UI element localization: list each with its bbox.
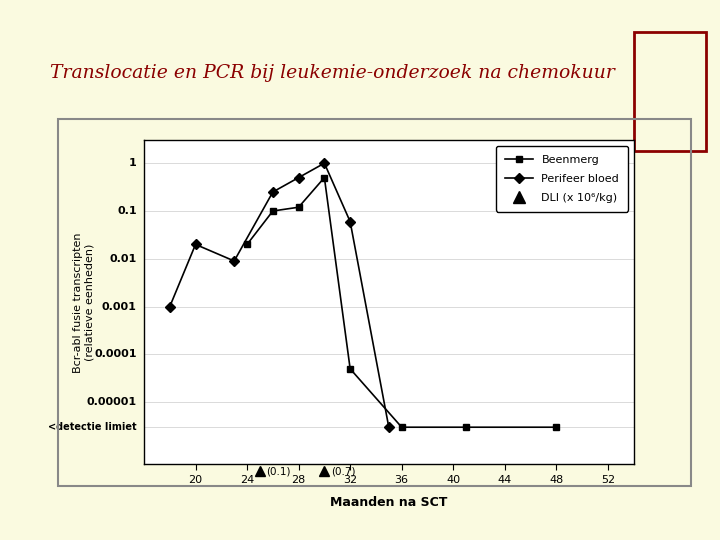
Text: 0.00001: 0.00001 [86,397,137,407]
Beenmerg [552,424,561,430]
Text: (0.1): (0.1) [266,466,291,476]
Line: Perifeer bloed: Perifeer bloed [166,160,392,431]
Perifeer bloed [384,424,393,430]
Text: 0.1: 0.1 [117,206,137,216]
Text: 0.01: 0.01 [109,254,137,264]
Beenmerg [269,208,277,214]
Perifeer bloed [192,241,200,248]
Text: 1: 1 [129,158,137,168]
Beenmerg [397,424,406,430]
Perifeer bloed [269,189,277,195]
Perifeer bloed [230,258,238,264]
Beenmerg [243,241,251,248]
Beenmerg [294,204,303,211]
X-axis label: Maanden na SCT: Maanden na SCT [330,496,448,509]
Text: (0.7): (0.7) [330,466,356,476]
Beenmerg [462,424,470,430]
Perifeer bloed [346,218,354,225]
Beenmerg [320,174,329,181]
Line: Beenmerg: Beenmerg [243,174,559,431]
Perifeer bloed [320,160,329,166]
Beenmerg [346,366,354,372]
Legend: Beenmerg, Perifeer bloed, DLI (x 10⁶/kg): Beenmerg, Perifeer bloed, DLI (x 10⁶/kg) [496,146,628,212]
Y-axis label: Bcr-abl fusie transcripten
(relatieve eenheden): Bcr-abl fusie transcripten (relatieve ee… [73,232,94,373]
Text: 0.001: 0.001 [102,302,137,312]
Text: 0.0001: 0.0001 [94,349,137,360]
Text: Translocatie en PCR bij leukemie-onderzoek na chemokuur: Translocatie en PCR bij leukemie-onderzo… [50,64,616,82]
Perifeer bloed [294,174,303,181]
Text: <detectie limiet: <detectie limiet [48,422,137,432]
Perifeer bloed [166,303,174,310]
